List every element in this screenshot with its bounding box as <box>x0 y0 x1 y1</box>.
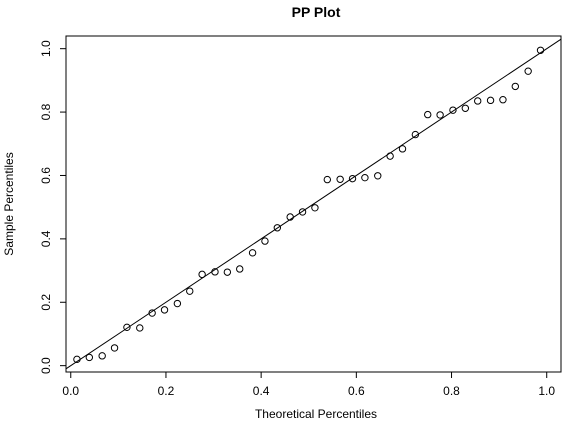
data-point <box>511 82 520 91</box>
y-tick-label: 0.4 <box>39 230 53 247</box>
data-point <box>173 299 182 308</box>
y-tick-label: 0.0 <box>39 357 53 374</box>
data-point <box>374 172 382 180</box>
data-point <box>286 213 294 221</box>
data-point <box>361 173 369 182</box>
data-point <box>298 208 307 216</box>
data-point <box>486 96 495 105</box>
data-point <box>198 270 206 279</box>
data-point <box>236 265 244 273</box>
data-point <box>499 96 507 104</box>
data-point <box>73 355 81 364</box>
data-point <box>261 237 269 245</box>
x-tick-label: 0.4 <box>253 384 270 398</box>
data-point <box>211 268 219 276</box>
x-axis-label: Theoretical Percentiles <box>255 407 377 421</box>
data-point <box>449 106 457 114</box>
y-axis: 0.0 0.2 0.4 0.6 0.8 1.0 <box>39 40 66 374</box>
x-tick-label: 0.2 <box>158 384 175 398</box>
x-axis: 0.0 0.2 0.4 0.6 0.8 1.0 <box>62 372 555 398</box>
data-point <box>98 352 106 360</box>
data-point <box>323 175 332 184</box>
data-point <box>273 224 282 232</box>
data-point <box>474 97 482 105</box>
data-point <box>398 145 407 153</box>
data-point <box>148 309 156 317</box>
data-point <box>536 46 545 54</box>
data-point <box>136 324 144 332</box>
reference-line <box>65 38 562 370</box>
data-point <box>123 323 131 332</box>
data-point <box>85 353 94 362</box>
y-tick-label: 0.8 <box>39 103 53 120</box>
data-point <box>248 249 257 257</box>
y-axis-label: Sample Percentiles <box>2 152 16 255</box>
points-layer <box>73 46 545 364</box>
y-tick-label: 1.0 <box>39 40 53 57</box>
x-tick-label: 0.6 <box>348 384 365 398</box>
data-point <box>223 268 232 276</box>
data-point <box>386 152 394 160</box>
data-point <box>424 110 432 119</box>
plot-frame <box>65 35 562 373</box>
data-point <box>311 204 319 212</box>
x-tick-label: 0.0 <box>62 384 79 398</box>
data-point <box>160 306 169 314</box>
reference-line-layer <box>65 38 562 370</box>
x-tick-label: 0.8 <box>443 384 460 398</box>
y-tick-label: 0.2 <box>39 294 53 311</box>
data-point <box>524 67 532 75</box>
y-tick-label: 0.6 <box>39 167 53 184</box>
x-tick-label: 1.0 <box>538 384 555 398</box>
data-point <box>436 111 444 119</box>
data-point <box>348 174 357 183</box>
data-point <box>461 104 470 112</box>
data-point <box>110 344 119 352</box>
data-point <box>411 130 420 139</box>
chart-title: PP Plot <box>292 4 341 20</box>
data-point <box>186 287 194 295</box>
data-point <box>336 175 344 183</box>
